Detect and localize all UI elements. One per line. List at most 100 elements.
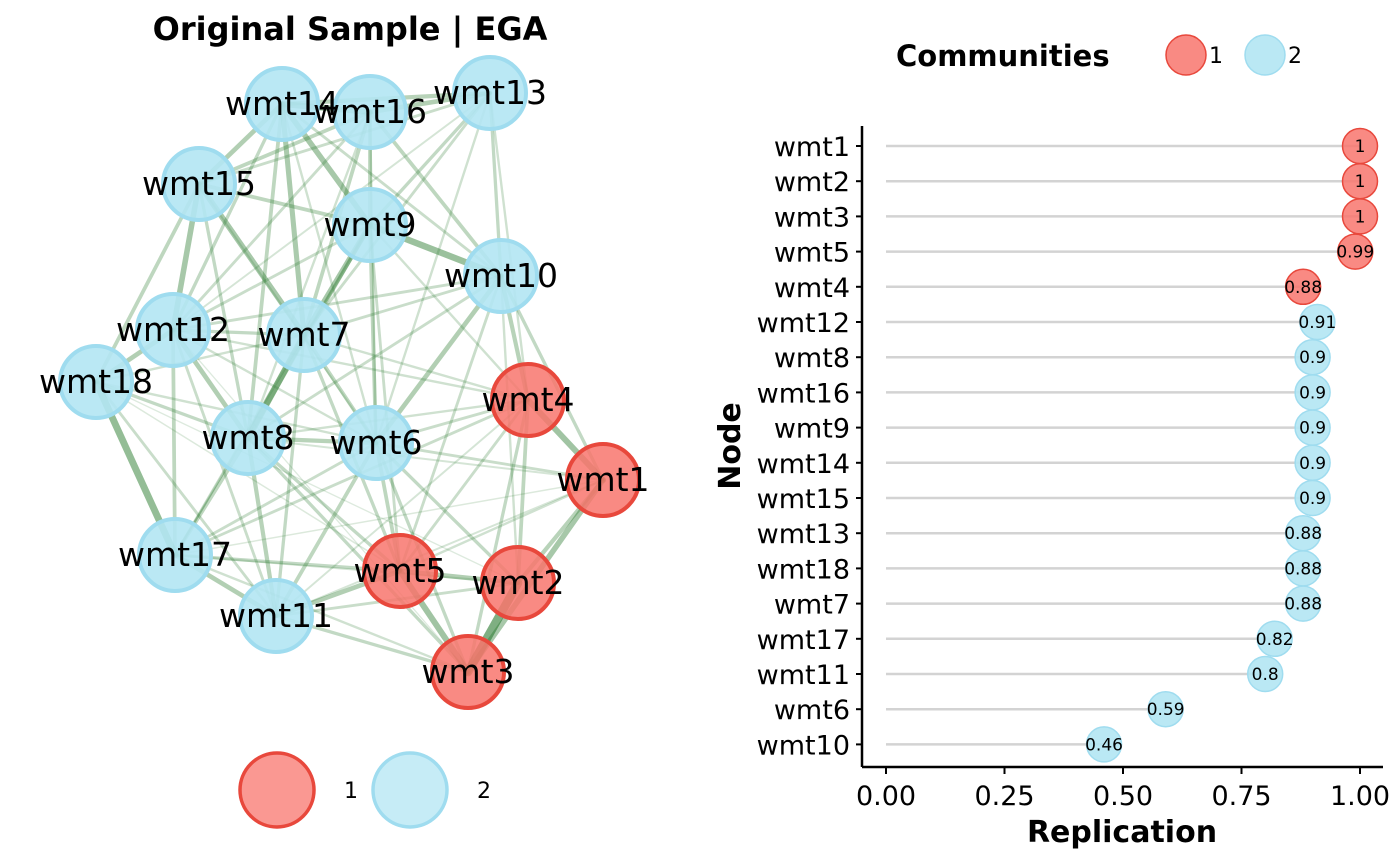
communities-legend-label-2: 2 <box>1288 44 1302 69</box>
y-tick-label-wmt15: wmt15 <box>757 484 850 515</box>
point-wmt8: 0.9 <box>1294 338 1331 376</box>
point-value-label: 0.88 <box>1284 559 1322 579</box>
y-tick-label-wmt16: wmt16 <box>757 378 850 409</box>
node-circle <box>463 238 539 314</box>
node-wmt9 <box>332 187 408 263</box>
node-wmt6 <box>338 405 414 481</box>
node-label: wmt1 <box>556 460 649 499</box>
edge-wmt4-wmt3 <box>466 398 530 674</box>
y-tick-label-wmt9: wmt9 <box>774 414 850 445</box>
point-value-label: 0.9 <box>1299 454 1326 474</box>
edge-wmt16-wmt12 <box>171 110 372 332</box>
node-label: wmt13 <box>433 73 547 112</box>
node-wmt7 <box>266 297 342 373</box>
point-wmt4: 0.88 <box>1284 268 1322 306</box>
point-marker <box>1341 198 1379 235</box>
point-value-label: 0.9 <box>1299 489 1326 509</box>
edge-wmt18-wmt2 <box>95 381 519 584</box>
edge-wmt1-wmt11 <box>275 479 604 617</box>
node-wmt8 <box>210 400 286 476</box>
y-tick-label-wmt13: wmt13 <box>757 519 850 550</box>
node-wmt5 <box>362 533 438 609</box>
node-circle <box>490 362 566 438</box>
node-wmt18 <box>58 344 134 420</box>
communities-legend: Communities 1 2 <box>896 34 1302 76</box>
node-wmt12 <box>135 292 211 368</box>
node-wmt1 <box>565 442 641 518</box>
point-marker <box>1246 655 1284 693</box>
point-marker <box>1284 268 1322 306</box>
edge-wmt4-wmt11 <box>275 399 529 617</box>
node-label: wmt10 <box>444 256 558 295</box>
y-tick-label-wmt1: wmt1 <box>774 132 850 163</box>
edge-wmt6-wmt17 <box>173 441 378 557</box>
point-marker <box>1337 233 1374 270</box>
edge-wmt3-wmt12 <box>172 329 469 673</box>
node-label: wmt2 <box>471 563 564 602</box>
replication-points: 1 1 1 0.99 0.88 0.91 0.9 0.9 0.9 0.9 0.9 0.88 0.88 0.… <box>1085 127 1379 763</box>
node-circle <box>161 146 237 222</box>
edge-wmt10-wmt12 <box>171 274 503 332</box>
point-wmt14: 0.9 <box>1294 444 1331 482</box>
node-label: wmt15 <box>142 164 256 203</box>
node-label: wmt7 <box>257 315 350 354</box>
point-value-label: 1 <box>1355 137 1366 157</box>
node-circle <box>244 66 320 142</box>
edge-wmt8-wmt3 <box>246 436 470 674</box>
node-wmt15 <box>161 146 237 222</box>
edge-wmt16-wmt6 <box>368 110 378 445</box>
x-tick-label: 0.25 <box>974 781 1034 812</box>
edge-wmt13-wmt12 <box>172 92 491 331</box>
edge-wmt10-wmt8 <box>246 274 503 440</box>
edge-wmt17-wmt3 <box>173 553 470 674</box>
node-circle <box>362 533 438 609</box>
node-label: wmt14 <box>225 84 339 123</box>
point-value-label: 0.9 <box>1299 419 1326 439</box>
point-value-label: 0.82 <box>1256 630 1294 650</box>
point-wmt7: 0.88 <box>1284 585 1322 622</box>
x-tick-label: 0.50 <box>1093 781 1153 812</box>
node-circle <box>266 297 342 373</box>
edge-wmt16-wmt8 <box>246 110 372 440</box>
point-marker <box>1256 620 1293 658</box>
node-wmt4 <box>490 362 566 438</box>
point-value-label: 0.88 <box>1284 595 1322 615</box>
point-marker <box>1299 303 1336 341</box>
edge-wmt6-wmt12 <box>171 328 378 445</box>
y-tick-label-wmt4: wmt4 <box>774 273 850 304</box>
point-wmt3: 1 <box>1341 198 1379 235</box>
node-wmt17 <box>137 517 213 593</box>
node-wmt3 <box>430 634 506 710</box>
node-wmt10 <box>463 238 539 314</box>
replication-grid <box>886 144 1360 746</box>
communities-legend-key-2 <box>1244 34 1286 76</box>
point-value-label: 0.8 <box>1252 665 1279 685</box>
node-circle <box>430 634 506 710</box>
edge-wmt7-wmt11 <box>274 333 306 618</box>
point-wmt5: 0.99 <box>1336 233 1374 270</box>
node-label: wmt11 <box>219 596 333 635</box>
edge-wmt15-wmt8 <box>197 182 250 440</box>
point-wmt2: 1 <box>1341 162 1379 200</box>
x-tick-label: 1.00 <box>1330 781 1390 812</box>
point-wmt15: 0.9 <box>1294 479 1331 517</box>
node-label: wmt5 <box>353 551 446 590</box>
point-value-label: 0.46 <box>1085 735 1123 755</box>
point-value-label: 1 <box>1355 207 1366 227</box>
node-circle <box>137 517 213 593</box>
edge-wmt12-wmt4 <box>171 328 530 402</box>
point-value-label: 0.9 <box>1299 383 1326 403</box>
y-tick-label-wmt17: wmt17 <box>757 625 850 656</box>
edge-wmt14-wmt8 <box>246 102 284 440</box>
node-circle <box>135 292 211 368</box>
y-tick-label-wmt11: wmt11 <box>757 660 850 691</box>
y-tick-label-wmt7: wmt7 <box>774 590 850 621</box>
point-wmt9: 0.9 <box>1294 409 1331 446</box>
node-circle <box>210 400 286 476</box>
node-label: wmt16 <box>313 92 427 131</box>
edge-wmt13-wmt6 <box>374 91 492 445</box>
edge-wmt7-wmt4 <box>302 333 530 402</box>
node-circle <box>58 344 134 420</box>
